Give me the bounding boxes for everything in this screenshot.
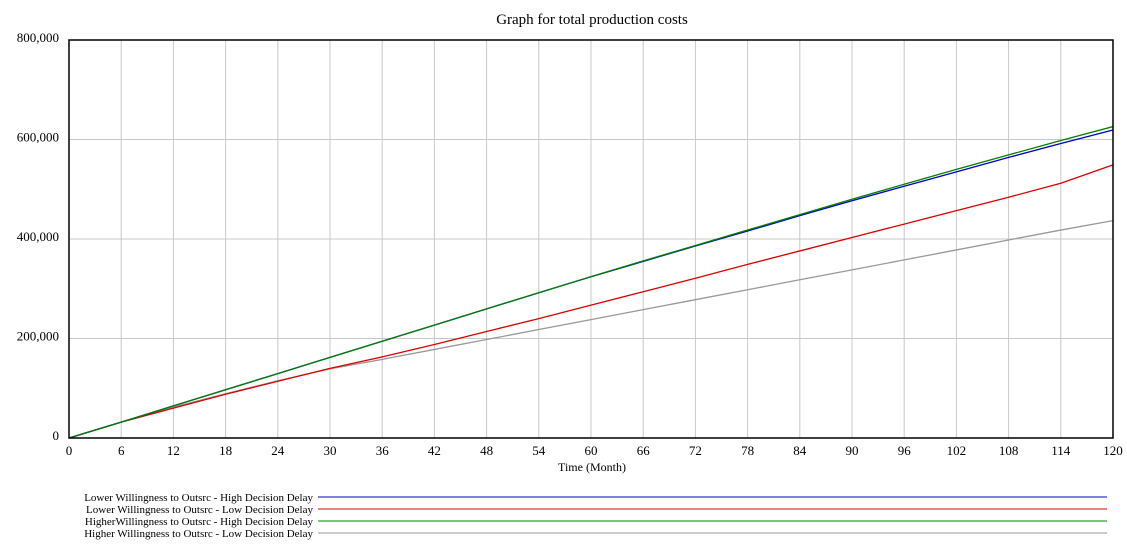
x-tick-label: 18	[219, 443, 232, 458]
x-tick-label: 108	[999, 443, 1019, 458]
series-lines	[68, 125, 1114, 439]
legend-label: Lower Willingness to Outsrc - Low Decisi…	[86, 504, 313, 516]
x-tick-label: 114	[1051, 443, 1071, 458]
x-tick-label: 72	[689, 443, 702, 458]
x-tick-label: 6	[118, 443, 125, 458]
x-tick-label: 84	[793, 443, 807, 458]
x-tick-label: 0	[66, 443, 73, 458]
x-axis-ticks: 0 6 12 18 24 30 36 42 48 54 60 66 72 78 84 90 96 102 108 11…	[66, 443, 1123, 458]
x-tick-label: 42	[428, 443, 441, 458]
x-tick-label: 30	[324, 443, 337, 458]
legend-label: Higher Willingness to Outsrc - Low Decis…	[84, 528, 313, 540]
x-tick-label: 96	[898, 443, 912, 458]
y-tick-label: 0	[53, 428, 60, 443]
y-tick-label: 800,000	[17, 30, 59, 45]
y-tick-label: 600,000	[17, 130, 59, 145]
legend-label: Lower Willingness to Outsrc - High Decis…	[84, 492, 313, 504]
x-tick-label: 12	[167, 443, 180, 458]
legend-label: HigherWillingness to Outsrc - High Decis…	[85, 516, 314, 528]
x-axis-label: Time (Month)	[558, 460, 626, 474]
x-tick-label: 90	[846, 443, 859, 458]
legend: Lower Willingness to Outsrc - High Decis…	[84, 492, 1107, 540]
x-tick-label: 120	[1103, 443, 1123, 458]
x-tick-label: 102	[947, 443, 967, 458]
y-axis-ticks: 0 200,000 400,000 600,000 800,000	[17, 30, 59, 443]
x-tick-label: 48	[480, 443, 493, 458]
grid-lines	[69, 40, 1113, 438]
x-tick-label: 54	[532, 443, 546, 458]
chart-title: Graph for total production costs	[496, 12, 688, 28]
series-line	[68, 164, 1114, 439]
x-tick-label: 36	[376, 443, 390, 458]
y-tick-label: 400,000	[17, 229, 59, 244]
x-tick-label: 66	[637, 443, 651, 458]
series-line	[68, 125, 1114, 439]
x-tick-label: 24	[271, 443, 285, 458]
x-tick-label: 78	[741, 443, 754, 458]
x-tick-label: 60	[585, 443, 598, 458]
y-tick-label: 200,000	[17, 329, 59, 344]
plot-frame	[68, 39, 1114, 439]
